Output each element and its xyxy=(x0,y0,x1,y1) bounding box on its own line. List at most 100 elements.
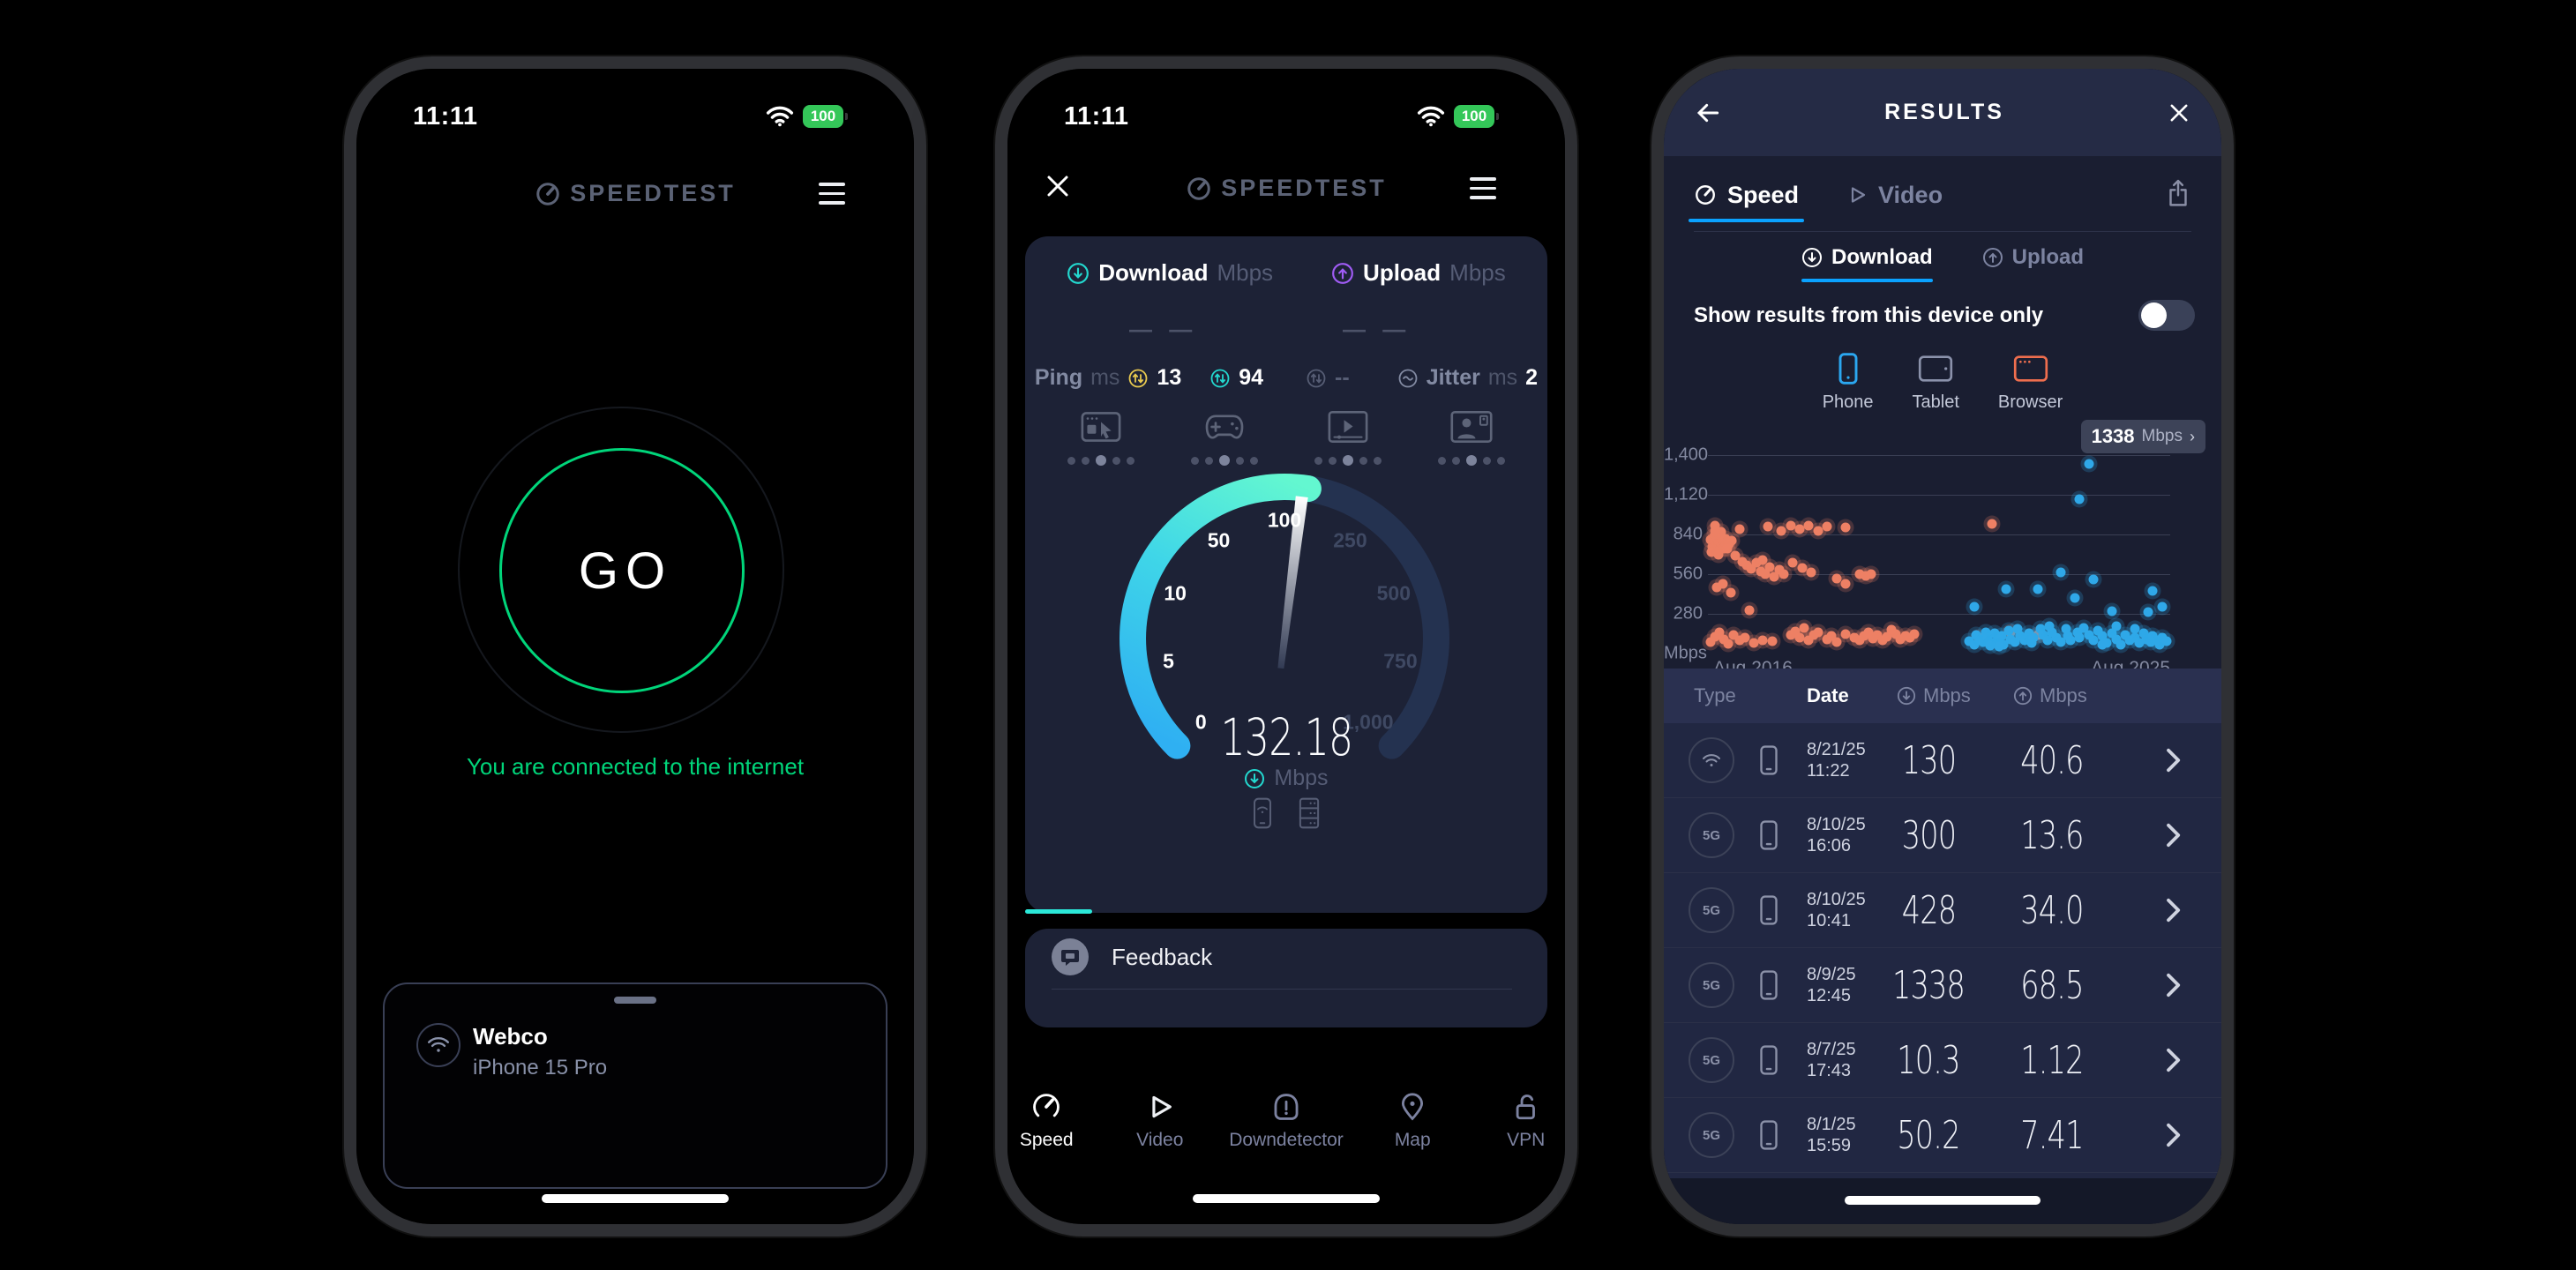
upload-value: 7.41 xyxy=(2020,1112,2084,1158)
feedback-label: Feedback xyxy=(1112,943,1213,970)
subtab-download[interactable]: Download xyxy=(1801,245,1933,282)
chart-tooltip-badge[interactable]: 1338 Mbps › xyxy=(2080,420,2205,453)
scatter-point xyxy=(2010,637,2020,647)
table-row[interactable]: 5G 8/10/25 16:06 300 13.6 xyxy=(1664,798,2221,873)
tab-video[interactable]: Video xyxy=(1846,168,1943,222)
download-circle-icon xyxy=(1897,686,1916,706)
speedtest-wordmark: SPEEDTEST xyxy=(1221,175,1387,201)
drag-handle[interactable] xyxy=(614,997,656,1004)
nav-speed[interactable]: Speed xyxy=(1007,1092,1086,1176)
subtab-upload[interactable]: Upload xyxy=(1982,245,2084,282)
ping-download-icon xyxy=(1210,369,1230,387)
filter-tablet[interactable]: Tablet xyxy=(1913,353,1959,413)
gauge-tick-label: 1,000 xyxy=(1342,710,1394,734)
upload-circle-icon xyxy=(2013,686,2033,706)
scatter-point xyxy=(1705,534,1716,545)
home-indicator[interactable] xyxy=(1193,1194,1380,1203)
col-download: Mbps xyxy=(1923,684,1971,706)
subtab-label: Download xyxy=(1831,245,1933,269)
scatter-point xyxy=(1717,537,1727,548)
scatter-point xyxy=(1722,543,1733,554)
table-row[interactable]: 8/21/25 11:22 130 40.6 xyxy=(1664,723,2221,798)
scatter-point xyxy=(1992,635,2003,646)
feedback-card[interactable]: Feedback xyxy=(1025,929,1547,1027)
upload-value: 68.5 xyxy=(2020,962,2084,1008)
connection-type: 5G xyxy=(1689,1112,1734,1158)
server-icon[interactable] xyxy=(1298,797,1321,829)
download-value: 300 xyxy=(1901,812,1956,858)
gauge-tick-label: 250 xyxy=(1333,528,1367,552)
scatter-point xyxy=(1787,557,1798,568)
home-indicator[interactable] xyxy=(1845,1196,2041,1205)
filter-browser[interactable]: Browser xyxy=(1998,353,2063,413)
back-button[interactable] xyxy=(1694,99,1722,127)
col-type: Type xyxy=(1694,684,1736,706)
wifi-status-icon xyxy=(1417,106,1445,127)
scatter-point xyxy=(1713,549,1724,559)
upload-value: 13.6 xyxy=(2020,812,2084,858)
scatter-point xyxy=(1786,520,1796,531)
video-tab-icon xyxy=(1851,187,1866,203)
downdetector-nav-icon xyxy=(1274,1094,1299,1120)
scatter-point xyxy=(2138,628,2149,639)
nav-vpn[interactable]: VPN xyxy=(1487,1092,1566,1176)
table-row[interactable]: 5G 8/1/25 15:59 50.2 7.41 xyxy=(1664,1098,2221,1173)
gauge-tick-label: 100 xyxy=(1267,508,1302,532)
5g-type-icon: 5G xyxy=(1689,812,1734,858)
col-upload: Mbps xyxy=(2040,684,2087,706)
scatter-point xyxy=(1840,629,1851,639)
device-phone-icon[interactable] xyxy=(1252,797,1273,829)
scatter-point xyxy=(2072,627,2083,638)
speed-nav-icon xyxy=(1033,1094,1060,1117)
close-button[interactable] xyxy=(1045,173,1071,199)
rating-dots xyxy=(1438,455,1505,466)
tab-speed[interactable]: Speed xyxy=(1689,168,1805,222)
scatter-point xyxy=(1714,627,1725,638)
filter-label: Tablet xyxy=(1912,392,1959,412)
scatter-point xyxy=(1797,563,1808,573)
speedtest-wordmark: SPEEDTEST xyxy=(570,180,736,206)
video-chat-rating xyxy=(1438,409,1505,466)
menu-button[interactable] xyxy=(1470,171,1496,205)
scatter-point xyxy=(1705,637,1716,647)
nav-label: Speed xyxy=(1019,1130,1074,1150)
y-axis-tick-label: 280 xyxy=(1673,603,1703,624)
nav-label: Map xyxy=(1394,1130,1431,1150)
nav-downdetector[interactable]: Downdetector xyxy=(1229,1092,1344,1176)
browsing-icon xyxy=(1081,412,1121,442)
go-outer-ring xyxy=(458,407,784,733)
connection-endpoints xyxy=(1025,797,1547,829)
table-row[interactable]: 5G 8/9/25 12:45 1338 68.5 xyxy=(1664,948,2221,1023)
table-row[interactable]: 5G 8/10/25 10:41 428 34.0 xyxy=(1664,873,2221,948)
upload-label: Upload xyxy=(1363,259,1442,286)
video-nav-icon xyxy=(1152,1095,1172,1118)
scatter-point xyxy=(2088,574,2099,585)
result-date: 8/21/25 11:22 xyxy=(1807,740,1866,781)
scatter-point xyxy=(2097,639,2108,650)
speedtest-logo: SPEEDTEST xyxy=(356,180,914,207)
home-indicator[interactable] xyxy=(542,1194,729,1203)
download-upload-row: Download Mbps Upload Mbps xyxy=(1025,259,1547,287)
scatter-point xyxy=(1790,626,1801,637)
scatter-point xyxy=(1863,627,1874,638)
device-phone-icon xyxy=(1759,1120,1778,1150)
close-button[interactable] xyxy=(2167,101,2191,125)
go-button[interactable]: GO xyxy=(499,448,745,693)
device-phone-icon xyxy=(1759,1045,1778,1075)
connection-card[interactable]: Webco iPhone 15 Pro xyxy=(383,982,887,1189)
table-row[interactable]: 5G 8/7/25 17:43 10.3 1.12 xyxy=(1664,1023,2221,1098)
nav-map[interactable]: Map xyxy=(1374,1092,1452,1176)
filter-phone[interactable]: Phone xyxy=(1823,353,1874,413)
scatter-point xyxy=(1767,636,1778,646)
active-subtab-underline xyxy=(1801,279,1933,282)
scatter-point xyxy=(1831,573,1842,583)
menu-button[interactable] xyxy=(819,176,845,211)
upload-value-placeholder: — — xyxy=(1343,316,1412,342)
download-value-placeholder: — — xyxy=(1129,316,1198,342)
scatter-point xyxy=(1744,605,1755,616)
nav-video[interactable]: Video xyxy=(1121,1092,1200,1176)
scatter-point xyxy=(1712,542,1723,553)
device-only-toggle[interactable] xyxy=(2138,300,2195,331)
results-scatter-chart[interactable]: Aug 2016 Aug 2025 1,4001,120840560280Mbp… xyxy=(1664,443,2221,678)
share-button[interactable] xyxy=(2165,178,2191,208)
